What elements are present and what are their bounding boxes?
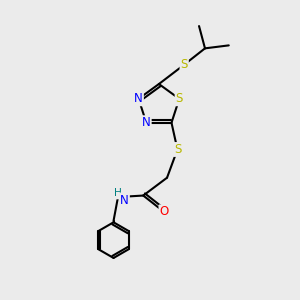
Text: S: S (176, 92, 183, 105)
Text: H: H (114, 188, 122, 199)
Text: N: N (120, 194, 129, 206)
Text: O: O (159, 206, 169, 218)
Text: N: N (134, 92, 143, 105)
Text: S: S (181, 58, 188, 71)
Text: N: N (142, 116, 151, 129)
Text: S: S (174, 143, 181, 156)
